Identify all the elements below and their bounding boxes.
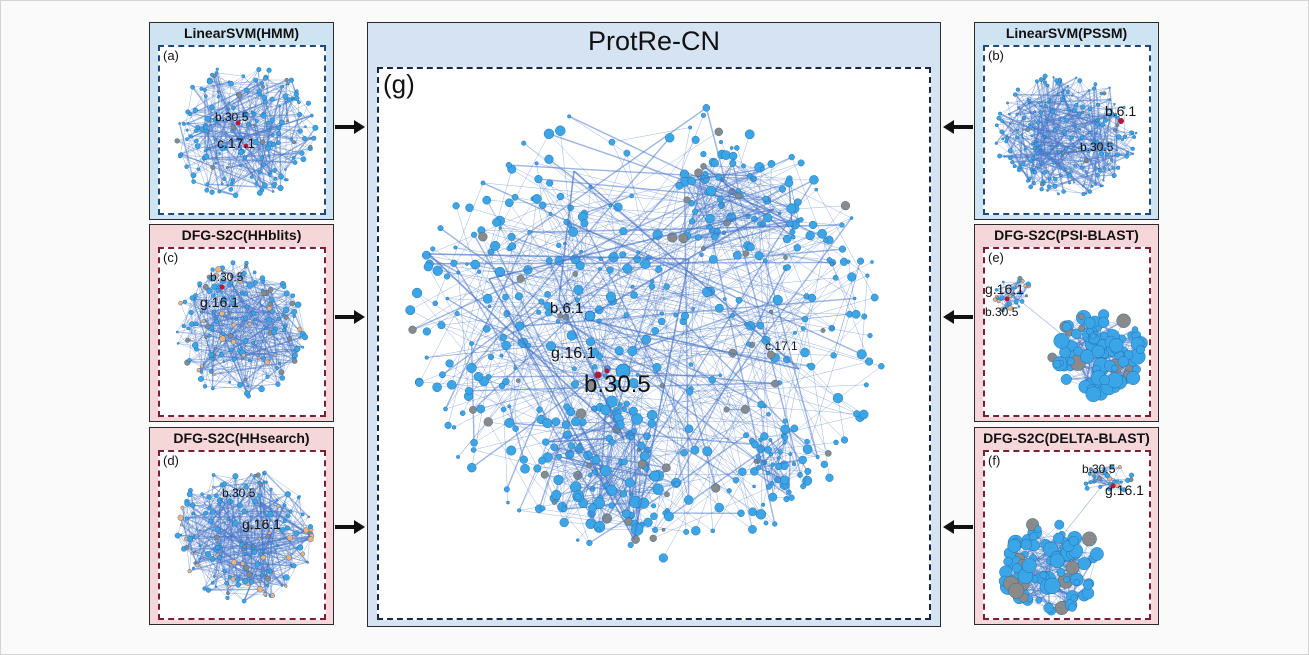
panel-a-canvas: (a) b.30.5 c.17.1	[158, 45, 326, 215]
node-label-b6-1: b.6.1	[1105, 103, 1137, 119]
node-label-c17-1: c.17.1	[217, 135, 256, 151]
main-title: ProtRe-CN	[587, 26, 721, 56]
network-graph-b	[994, 73, 1138, 197]
node-label-b30-5: b.30.5	[210, 270, 244, 284]
panel-d-title: DFG-S2C(HHsearch)	[173, 430, 310, 446]
node-label-c17-1: c.17.1	[765, 339, 798, 353]
panel-a-title: LinearSVM(HMM)	[183, 25, 300, 41]
node-group	[538, 395, 681, 536]
node-group	[405, 104, 885, 563]
node-label-g16-1: g.16.1	[242, 516, 281, 532]
node-label-g16-1: g.16.1	[985, 281, 1024, 297]
node-group	[750, 434, 812, 502]
panel-d: DFG-S2C(HHsearch) (d) b.30.5 g.16.1	[149, 427, 334, 625]
highlight-node	[1118, 118, 1124, 124]
arrow-right-icon	[335, 520, 365, 534]
node-group	[992, 275, 1032, 313]
node-label-g16-1: g.16.1	[1105, 482, 1144, 498]
highlight-node	[1110, 483, 1116, 489]
edge-group	[995, 75, 1137, 195]
node-label-b30-5: b.30.5	[985, 305, 1019, 319]
network-graph-d	[174, 470, 315, 604]
panel-b-title: LinearSVM(PSSM)	[1005, 25, 1128, 41]
node-label-b6-1: b.6.1	[550, 300, 584, 317]
highlight-node	[1004, 296, 1010, 302]
highlight-node	[243, 143, 249, 149]
node-group	[675, 159, 804, 261]
node-group	[998, 518, 1104, 616]
panel-a: LinearSVM(HMM) (a) b.30.5 c.17.1	[149, 22, 334, 220]
panel-g-canvas: (g) b.6.1 g.16.1 b.30.5 c.17.1	[377, 67, 931, 620]
node-label-g16-1: g.16.1	[200, 294, 239, 310]
node-label-g16-1: g.16.1	[551, 345, 596, 362]
panel-f-title: DFG-S2C(DELTA-BLAST)	[983, 430, 1150, 446]
highlight-node	[219, 284, 225, 290]
node-group	[1083, 464, 1135, 493]
arrow-left-icon	[943, 310, 973, 324]
network-graph-main	[405, 104, 885, 563]
highlight-node	[235, 120, 241, 126]
panel-f-tag: (f)	[988, 453, 1001, 468]
node-group	[175, 260, 309, 399]
node-group	[994, 73, 1138, 197]
panel-e: DFG-S2C(PSI-BLAST) (e) g.16.1 b.30.5	[974, 224, 1159, 422]
node-label-b30-5: b.30.5	[1082, 462, 1116, 476]
panel-e-canvas: (e) g.16.1 b.30.5	[983, 247, 1151, 417]
highlight-node	[594, 371, 602, 379]
panel-a-tag: (a)	[163, 48, 179, 63]
node-label-b30-5: b.30.5	[215, 110, 249, 124]
node-group	[174, 67, 319, 199]
network-graph-a	[174, 67, 319, 199]
panel-d-tag: (d)	[163, 453, 179, 468]
panel-b-canvas: (b) b.6.1 b.30.5	[983, 45, 1151, 215]
panel-c-tag: (c)	[163, 250, 179, 265]
arrow-right-icon	[335, 310, 365, 324]
panel-b: LinearSVM(PSSM) (b) b.6.1 b.30.5	[974, 22, 1159, 220]
node-group	[174, 470, 315, 604]
panel-c-title: DFG-S2C(HHblits)	[181, 227, 302, 243]
node-group	[1047, 309, 1148, 403]
panel-e-title: DFG-S2C(PSI-BLAST)	[994, 227, 1139, 243]
network-graph-c	[175, 260, 309, 399]
arrow-right-icon	[335, 120, 365, 134]
arrow-left-icon	[943, 520, 973, 534]
network-graph-f	[998, 464, 1135, 616]
panel-f: DFG-S2C(DELTA-BLAST) (f) b.30.5 g.16.1	[974, 427, 1159, 625]
panel-f-canvas: (f) b.30.5 g.16.1	[983, 450, 1151, 620]
network-graph-e	[992, 275, 1148, 403]
panel-c: DFG-S2C(HHblits) (c) b.30.5 g.16.1	[149, 224, 334, 422]
node-label-b30-5: b.30.5	[222, 486, 256, 500]
panel-g: ProtRe-CN (g) b.6.1 g.16.1 b.30.5 c.17.1	[367, 22, 941, 627]
panel-c-canvas: (c) b.30.5 g.16.1	[158, 247, 326, 417]
node-label-b30-5: b.30.5	[584, 371, 651, 398]
panel-e-tag: (e)	[988, 250, 1004, 265]
panel-g-tag: (g)	[383, 69, 415, 99]
highlight-node	[604, 368, 610, 374]
arrow-left-icon	[943, 120, 973, 134]
node-label-b30-5: b.30.5	[1080, 140, 1114, 154]
panel-d-canvas: (d) b.30.5 g.16.1	[158, 450, 326, 620]
panel-b-tag: (b)	[988, 48, 1004, 63]
